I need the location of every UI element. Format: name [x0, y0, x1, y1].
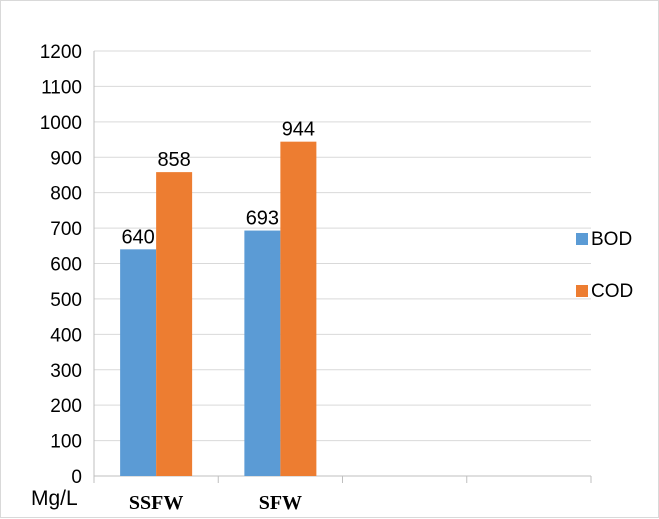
- y-tick-label: 1200: [40, 42, 82, 63]
- bar-bod-ssfw: [120, 249, 157, 476]
- y-tick-label: 600: [50, 255, 82, 276]
- y-tick-label: 300: [50, 361, 82, 382]
- category-label: SSFW: [129, 492, 183, 514]
- data-label: 944: [282, 119, 315, 141]
- legend-swatch-bod: [576, 233, 588, 245]
- y-tick-label: 100: [50, 432, 82, 453]
- data-label: 693: [246, 208, 279, 230]
- y-tick-label: 1000: [40, 113, 82, 134]
- y-tick-label: 500: [50, 290, 82, 311]
- y-tick-label: 0: [71, 467, 82, 488]
- unit-label: Mg/L: [31, 487, 78, 510]
- data-label: 858: [157, 149, 190, 171]
- bars: [120, 141, 317, 476]
- legend-label-bod: BOD: [591, 229, 632, 250]
- legend-swatch-cod: [576, 285, 588, 297]
- bar-cod-sfw: [280, 141, 317, 476]
- bar-cod-ssfw: [156, 172, 193, 476]
- legend: BOD COD: [576, 229, 633, 302]
- y-axis-ticks: 0 100 200 300 400 500 600 700 800 900 1000 1100 1200: [40, 42, 82, 488]
- data-labels: 640 858 693 944: [121, 119, 315, 249]
- y-tick-label: 700: [50, 219, 82, 240]
- y-tick-label: 800: [50, 184, 82, 205]
- y-tick-label: 900: [50, 148, 82, 169]
- x-axis-categories: SSFW SFW: [129, 492, 302, 514]
- y-tick-label: 200: [50, 396, 82, 417]
- category-label: SFW: [259, 492, 302, 514]
- bar-bod-sfw: [244, 230, 281, 476]
- data-label: 640: [121, 226, 154, 248]
- y-tick-label: 1100: [41, 77, 82, 98]
- legend-label-cod: COD: [591, 281, 633, 302]
- y-tick-label: 400: [50, 325, 82, 346]
